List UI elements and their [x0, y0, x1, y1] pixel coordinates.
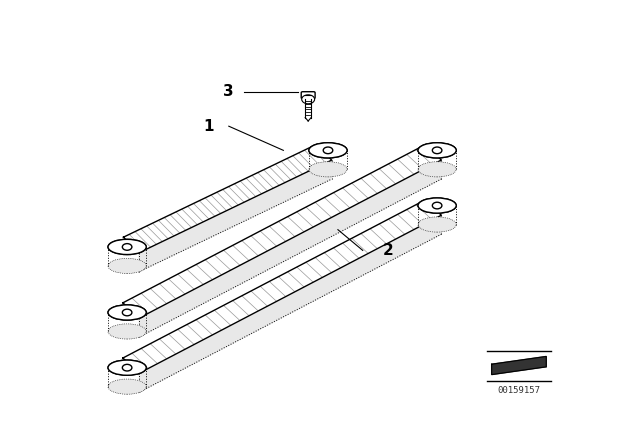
FancyBboxPatch shape — [301, 92, 315, 99]
Polygon shape — [123, 200, 442, 373]
Text: 1: 1 — [204, 119, 214, 134]
Ellipse shape — [108, 360, 146, 375]
Circle shape — [122, 309, 132, 316]
Text: 3: 3 — [223, 84, 234, 99]
Ellipse shape — [108, 324, 146, 339]
Ellipse shape — [108, 305, 146, 320]
Ellipse shape — [108, 360, 146, 375]
Polygon shape — [140, 215, 442, 392]
Text: 00159157: 00159157 — [497, 386, 540, 395]
Ellipse shape — [108, 379, 146, 394]
Polygon shape — [140, 160, 442, 337]
Ellipse shape — [108, 258, 146, 273]
Ellipse shape — [418, 162, 456, 177]
Circle shape — [433, 202, 442, 209]
Ellipse shape — [309, 143, 347, 158]
Ellipse shape — [418, 198, 456, 213]
Ellipse shape — [309, 143, 347, 158]
Ellipse shape — [108, 239, 146, 254]
Ellipse shape — [108, 239, 146, 254]
Ellipse shape — [418, 143, 456, 158]
Polygon shape — [123, 145, 442, 318]
Polygon shape — [492, 357, 547, 375]
Ellipse shape — [418, 143, 456, 158]
Text: 2: 2 — [383, 243, 394, 258]
Ellipse shape — [108, 305, 146, 320]
Ellipse shape — [309, 162, 347, 177]
Polygon shape — [139, 160, 332, 272]
Circle shape — [433, 147, 442, 154]
Circle shape — [122, 244, 132, 250]
Circle shape — [323, 147, 333, 154]
Circle shape — [301, 95, 315, 104]
Ellipse shape — [418, 198, 456, 213]
Polygon shape — [124, 145, 332, 253]
Ellipse shape — [418, 217, 456, 232]
Circle shape — [122, 364, 132, 371]
